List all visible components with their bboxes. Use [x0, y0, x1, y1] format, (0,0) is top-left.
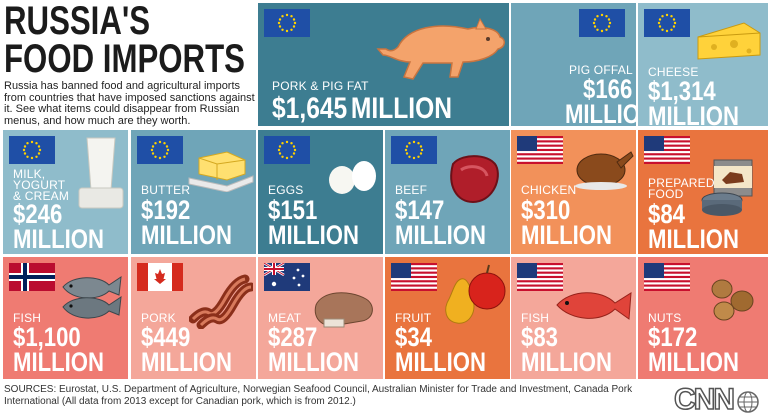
item-amount: $1,645 MILLION	[272, 92, 453, 125]
item-amount: $1,314 MILLION	[648, 76, 740, 127]
tile-meat-australia: MEAT $287 MILLION	[258, 257, 383, 379]
australia-flag-icon	[264, 263, 310, 291]
lamb-leg-icon	[314, 292, 373, 328]
eu-flag-icon	[264, 9, 310, 37]
item-amount: $192 MILLION	[141, 195, 233, 250]
milk-glass-icon	[78, 137, 124, 209]
item-amount: $83 MILLION	[521, 322, 613, 377]
item-amount: $34 MILLION	[395, 322, 487, 377]
item-label: EGGS	[268, 183, 304, 197]
item-amount: $449 MILLION	[141, 322, 233, 377]
beef-steak-icon	[450, 155, 499, 204]
eu-flag-icon	[137, 136, 183, 164]
item-amount: $147 MILLION	[395, 195, 487, 250]
title-line-2: FOOD IMPORTS	[4, 37, 245, 81]
item-amount: $1,100 MILLION	[13, 322, 105, 377]
tile-milk: MILK, YOGURT & CREAM $246 MILLION	[3, 130, 128, 254]
tile-chicken: CHICKEN $310 MILLION	[511, 130, 636, 254]
item-label: NUTS	[648, 311, 682, 325]
item-label: MILK, YOGURT & CREAM	[13, 167, 70, 203]
tile-fish-us: FISH $83 MILLION	[511, 257, 636, 379]
tile-pig-offal: PIG OFFAL $166MILLION	[511, 3, 636, 126]
item-amount: $166MILLION	[564, 74, 636, 127]
item-amount: $310 MILLION	[521, 195, 613, 250]
eggs-icon	[329, 161, 376, 194]
item-label: FISH	[521, 311, 550, 325]
cnn-logo: CNN	[673, 382, 736, 417]
tile-prepared-food: PREPARED FOOD $84 MILLION	[638, 130, 768, 254]
item-label: CHICKEN	[521, 183, 577, 197]
item-label: PREPARED FOOD	[648, 176, 715, 201]
item-label: BUTTER	[141, 183, 191, 197]
canned-food-icon	[701, 159, 753, 216]
fish-icon	[62, 275, 122, 319]
sources-text: SOURCES: Eurostat, U.S. Department of Ag…	[4, 384, 633, 407]
nuts-icon	[711, 279, 754, 321]
tile-cheese: CHEESE $1,314 MILLION	[638, 3, 768, 126]
tile-fruit: FRUIT $34 MILLION	[385, 257, 510, 379]
us-flag-icon	[644, 136, 690, 164]
globe-icon	[737, 391, 759, 413]
tile-eggs: EGGS $151 MILLION	[258, 130, 383, 254]
item-amount: $246 MILLION	[13, 199, 105, 254]
item-amount: $84 MILLION	[648, 199, 740, 254]
canada-flag-icon	[137, 263, 183, 291]
item-label: PORK	[141, 311, 176, 325]
us-flag-icon	[517, 136, 563, 164]
item-label: FRUIT	[395, 311, 432, 325]
item-label: FISH	[13, 311, 42, 325]
tile-pork-canada: PORK $449 MILLION	[131, 257, 256, 379]
eu-flag-icon	[264, 136, 310, 164]
us-flag-icon	[644, 263, 690, 291]
butter-icon	[188, 151, 254, 192]
page-title: RUSSIA'S FOOD IMPORTS	[4, 0, 245, 81]
item-label: BEEF	[395, 183, 428, 197]
fruit-icon	[445, 264, 506, 324]
item-amount: $151 MILLION	[268, 195, 360, 250]
intro-text: Russia has banned food and agricultural …	[4, 80, 255, 127]
eu-flag-icon	[9, 136, 55, 164]
bacon-icon	[189, 274, 253, 329]
item-label: CHEESE	[648, 65, 699, 79]
roast-chicken-icon	[575, 151, 634, 190]
item-amount: $287 MILLION	[268, 322, 360, 377]
us-flag-icon	[391, 263, 437, 291]
norway-flag-icon	[9, 263, 55, 291]
eu-flag-icon	[644, 9, 690, 37]
tile-pork-pig-fat: PORK & PIG FAT $1,645 MILLION	[258, 3, 509, 126]
tile-fish-norway: FISH $1,100 MILLION	[3, 257, 128, 379]
item-label: MEAT	[268, 311, 302, 325]
red-fish-icon	[556, 292, 632, 320]
tile-nuts: NUTS $172 MILLION	[638, 257, 768, 379]
pig-icon	[376, 17, 505, 80]
title-line-1: RUSSIA'S	[4, 0, 151, 43]
tile-butter: BUTTER $192 MILLION	[131, 130, 256, 254]
eu-flag-icon	[391, 136, 437, 164]
item-amount: $172 MILLION	[648, 322, 740, 377]
cheese-icon	[697, 22, 761, 60]
eu-flag-icon	[579, 9, 625, 37]
item-label: PIG OFFAL	[569, 63, 633, 77]
item-label: PORK & PIG FAT	[272, 79, 369, 93]
tile-beef: BEEF $147 MILLION	[385, 130, 510, 254]
